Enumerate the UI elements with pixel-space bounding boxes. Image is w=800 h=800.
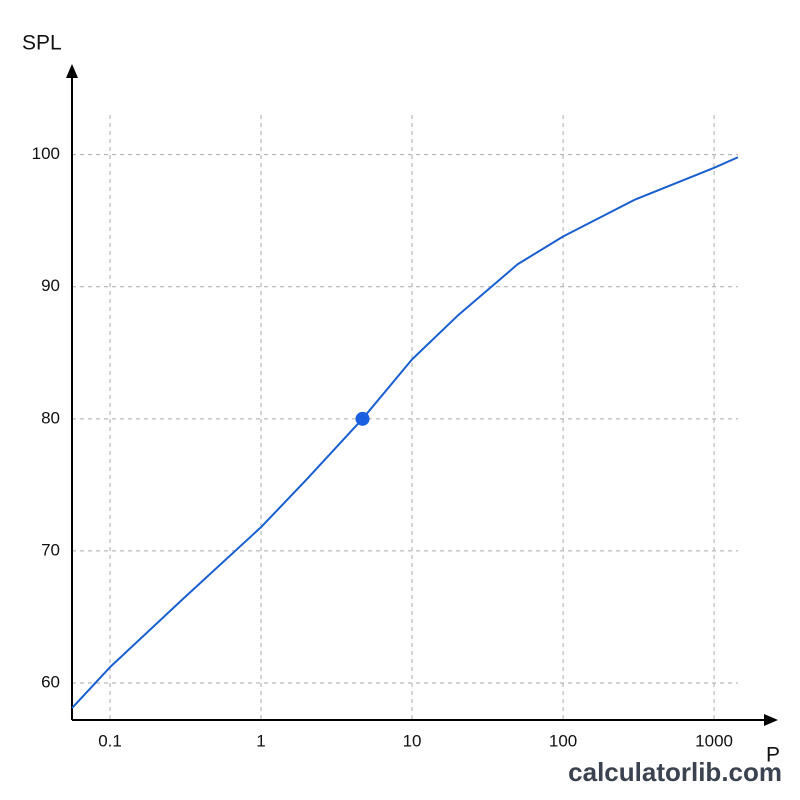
y-axis-arrow: [66, 64, 78, 78]
x-tick-label: 0.1: [98, 731, 122, 750]
y-axis-label: SPL: [22, 32, 62, 55]
watermark: calculatorlib.com: [568, 757, 782, 787]
x-tick-label: 100: [549, 731, 577, 750]
x-axis-arrow: [764, 714, 778, 726]
x-tick-label: 10: [403, 731, 422, 750]
x-tick-label: 1000: [695, 731, 733, 750]
x-axis-label: P: [766, 744, 780, 767]
highlight-point: [355, 411, 370, 426]
y-tick-label: 80: [41, 408, 60, 427]
line: [71, 156, 739, 709]
y-tick-label: 60: [41, 672, 60, 691]
x-tick-label: 1: [256, 731, 265, 750]
y-tick-label: 100: [32, 144, 60, 163]
y-tick-label: 70: [41, 540, 60, 559]
y-tick-label: 90: [41, 276, 60, 295]
